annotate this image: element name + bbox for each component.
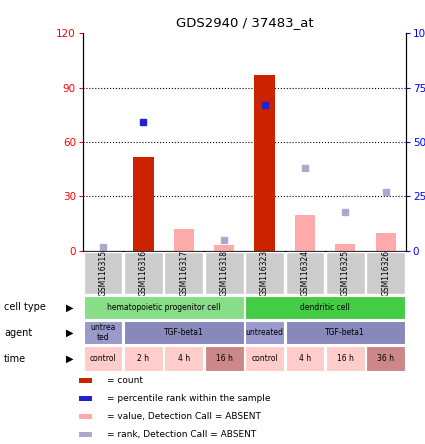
Bar	[79, 378, 92, 383]
Text: 16 h: 16 h	[216, 354, 232, 363]
Bar	[245, 346, 284, 371]
Text: GSM116325: GSM116325	[341, 250, 350, 296]
Bar	[133, 157, 153, 251]
Bar	[84, 321, 122, 345]
Text: 2 h: 2 h	[137, 354, 150, 363]
Text: control: control	[90, 354, 116, 363]
Bar	[79, 396, 92, 401]
Bar	[255, 75, 275, 251]
Text: untrea
ted: untrea ted	[91, 323, 116, 342]
Bar	[79, 432, 92, 437]
Text: control: control	[251, 354, 278, 363]
Bar	[174, 229, 194, 251]
Bar	[286, 252, 324, 294]
Bar	[366, 346, 405, 371]
Bar	[124, 346, 163, 371]
Bar	[245, 252, 284, 294]
Text: GSM116323: GSM116323	[260, 250, 269, 296]
Bar	[376, 233, 396, 251]
Text: GSM116315: GSM116315	[99, 250, 108, 296]
Bar	[245, 321, 284, 345]
Text: hematopoietic progenitor cell: hematopoietic progenitor cell	[107, 303, 221, 312]
Text: ▶: ▶	[65, 328, 73, 337]
Bar	[205, 252, 244, 294]
Text: 4 h: 4 h	[299, 354, 311, 363]
Text: GSM116316: GSM116316	[139, 250, 148, 296]
Bar	[286, 346, 324, 371]
Text: TGF-beta1: TGF-beta1	[326, 328, 365, 337]
Text: = count: = count	[107, 376, 143, 385]
Bar	[84, 346, 122, 371]
Text: 4 h: 4 h	[178, 354, 190, 363]
Bar	[84, 296, 244, 319]
Text: 36 h: 36 h	[377, 354, 394, 363]
Bar	[326, 252, 365, 294]
Text: untreated: untreated	[246, 328, 283, 337]
Text: GSM116317: GSM116317	[179, 250, 188, 296]
Text: agent: agent	[4, 328, 32, 337]
Text: = percentile rank within the sample: = percentile rank within the sample	[107, 394, 270, 403]
Text: TGF-beta1: TGF-beta1	[164, 328, 204, 337]
Bar	[164, 346, 203, 371]
Text: = value, Detection Call = ABSENT: = value, Detection Call = ABSENT	[107, 412, 261, 421]
Bar	[124, 252, 163, 294]
Bar	[84, 252, 122, 294]
Text: GSM116326: GSM116326	[381, 250, 390, 296]
Bar	[124, 321, 244, 345]
Bar	[326, 346, 365, 371]
Text: time: time	[4, 354, 26, 364]
Text: 16 h: 16 h	[337, 354, 354, 363]
Text: GSM116324: GSM116324	[300, 250, 309, 296]
Text: cell type: cell type	[4, 302, 46, 313]
Bar	[79, 414, 92, 419]
Bar	[366, 252, 405, 294]
Bar	[245, 296, 405, 319]
Bar	[214, 246, 234, 251]
Text: ▶: ▶	[65, 354, 73, 364]
Bar	[335, 244, 355, 251]
Text: dendritic cell: dendritic cell	[300, 303, 350, 312]
Bar	[164, 252, 203, 294]
Title: GDS2940 / 37483_at: GDS2940 / 37483_at	[176, 16, 313, 29]
Text: GSM116318: GSM116318	[220, 250, 229, 296]
Text: ▶: ▶	[65, 302, 73, 313]
Bar	[205, 346, 244, 371]
Text: = rank, Detection Call = ABSENT: = rank, Detection Call = ABSENT	[107, 430, 256, 439]
Bar	[286, 321, 405, 345]
Bar	[295, 214, 315, 251]
